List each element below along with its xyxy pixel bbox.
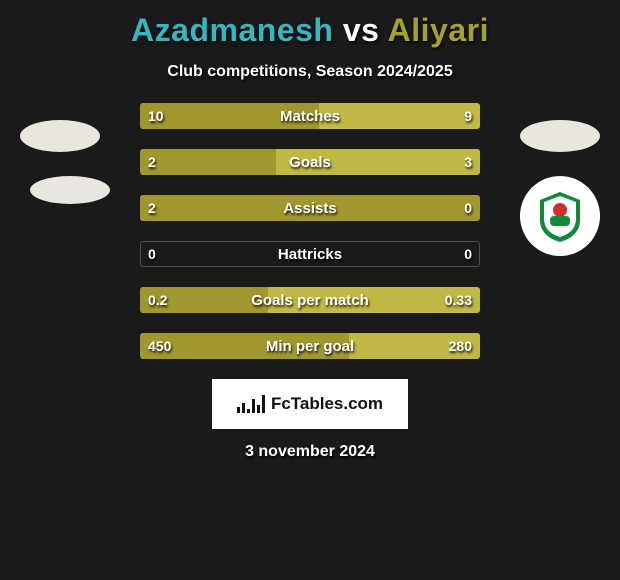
vs-text: vs [343,12,380,48]
stat-label: Assists [140,195,480,221]
brand-badge[interactable]: FcTables.com [212,379,408,429]
stat-label: Goals [140,149,480,175]
comparison-bars: 109Matches 23Goals 20Assists 00Hattricks 0.2… [140,103,480,359]
club-crest-icon [530,186,590,246]
player-left-placeholder-2 [30,176,110,204]
player-right-name: Aliyari [388,12,489,48]
brand-text: FcTables.com [271,394,383,414]
stat-bar: 00Hattricks [140,241,480,267]
club-crest-right [520,176,600,256]
stat-label: Hattricks [140,241,480,267]
stat-bar: 109Matches [140,103,480,129]
stat-label: Matches [140,103,480,129]
stat-label: Min per goal [140,333,480,359]
stat-bar: 23Goals [140,149,480,175]
player-left-placeholder-1 [20,120,100,152]
stat-bar: 450280Min per goal [140,333,480,359]
stat-bar: 0.20.33Goals per match [140,287,480,313]
player-right-placeholder-1 [520,120,600,152]
comparison-title: Azadmanesh vs Aliyari [0,0,620,49]
stat-label: Goals per match [140,287,480,313]
brand-logo-icon [237,395,265,413]
date-text: 3 november 2024 [0,443,620,461]
subtitle: Club competitions, Season 2024/2025 [0,63,620,81]
player-left-name: Azadmanesh [131,12,333,48]
stat-bar: 20Assists [140,195,480,221]
